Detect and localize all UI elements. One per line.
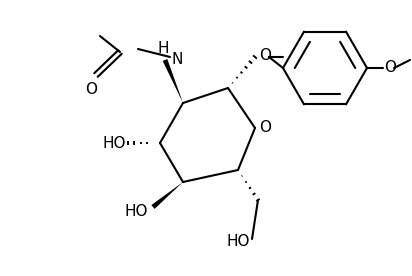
- Text: HO: HO: [124, 205, 148, 219]
- Text: HO: HO: [103, 136, 126, 150]
- Text: O: O: [384, 60, 396, 76]
- Polygon shape: [163, 59, 183, 103]
- Text: N: N: [172, 52, 183, 67]
- Text: H: H: [157, 41, 169, 56]
- Text: O: O: [259, 49, 271, 63]
- Text: O: O: [85, 82, 97, 97]
- Text: O: O: [259, 121, 271, 136]
- Polygon shape: [151, 182, 183, 209]
- Text: HO: HO: [227, 235, 250, 250]
